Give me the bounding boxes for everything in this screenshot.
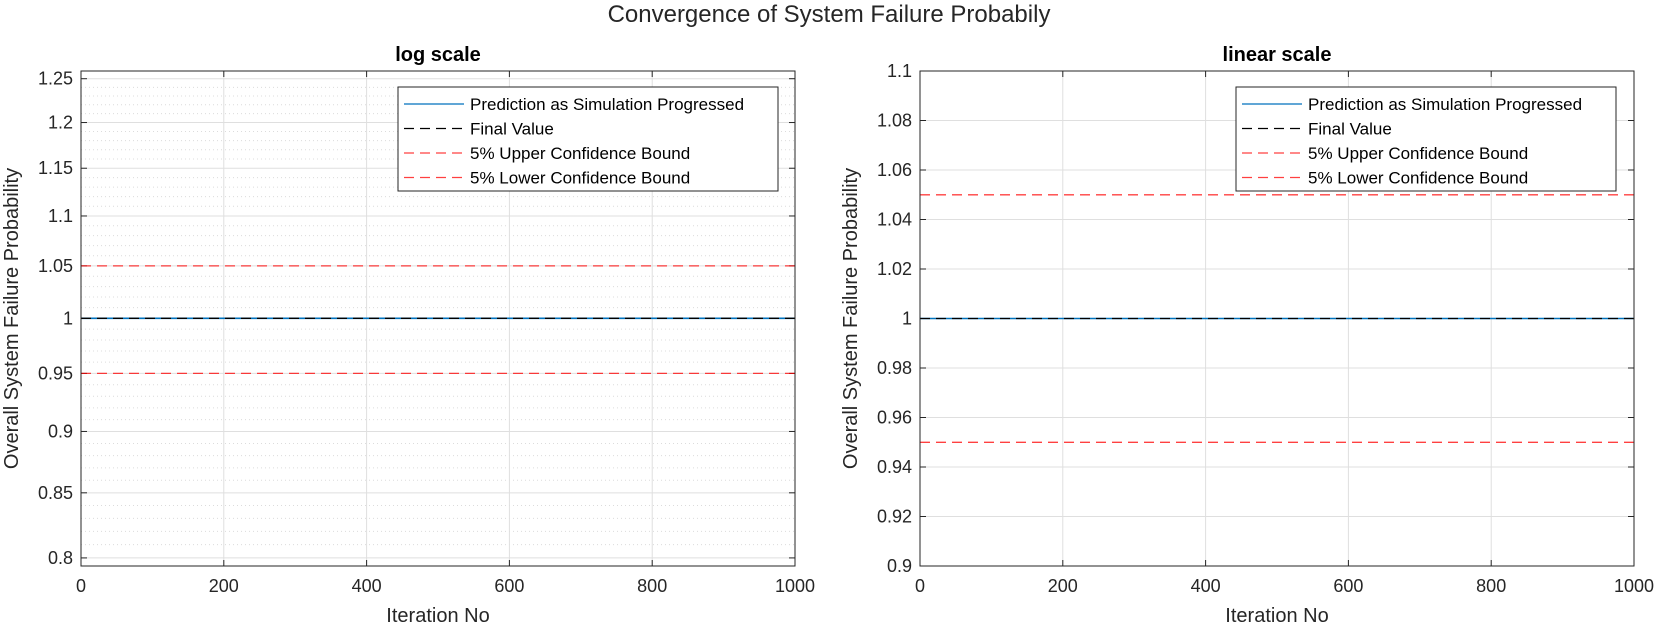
y-tick-label: 0.9 <box>887 556 912 576</box>
x-tick-label: 600 <box>494 576 524 596</box>
y-axis-label: Overall System Failure Probability <box>1 168 23 469</box>
y-tick-label: 1.15 <box>38 158 73 178</box>
axes-frame <box>80 70 796 567</box>
axes-frame <box>919 70 1635 567</box>
y-tick-label: 1 <box>902 309 912 329</box>
x-tick-label: 800 <box>637 576 667 596</box>
x-tick-label: 200 <box>209 576 239 596</box>
x-tick-label: 400 <box>1191 576 1221 596</box>
legend-label: 5% Upper Confidence Bound <box>1308 144 1528 163</box>
legend-box <box>1235 86 1617 192</box>
x-tick-label: 0 <box>76 576 86 596</box>
y-tick-label: 1.2 <box>48 113 73 133</box>
x-tick-label: 600 <box>1333 576 1363 596</box>
y-tick-label: 1.08 <box>877 111 912 131</box>
y-tick-label: 1 <box>63 308 73 328</box>
x-tick-label: 1000 <box>1614 576 1654 596</box>
y-tick-label: 1.02 <box>877 259 912 279</box>
y-tick-label: 0.92 <box>877 507 912 527</box>
x-tick-label: 400 <box>352 576 382 596</box>
x-tick-label: 200 <box>1048 576 1078 596</box>
y-tick-label: 0.8 <box>48 548 73 568</box>
axes-title: linear scale <box>1223 44 1332 66</box>
x-axis-label: Iteration No <box>386 605 489 627</box>
legend-label: Prediction as Simulation Progressed <box>470 95 744 114</box>
y-tick-label: 0.85 <box>38 483 73 503</box>
x-tick-label: 0 <box>915 576 925 596</box>
y-tick-label: 0.9 <box>48 421 73 441</box>
legend-label: 5% Lower Confidence Bound <box>470 169 690 188</box>
y-tick-label: 1.05 <box>38 256 73 276</box>
y-tick-label: 1.1 <box>887 61 912 81</box>
legend-label: 5% Upper Confidence Bound <box>470 144 690 163</box>
x-tick-label: 1000 <box>775 576 815 596</box>
legend-label: Final Value <box>1308 120 1392 139</box>
y-tick-label: 1.25 <box>38 69 73 89</box>
legend: Prediction as Simulation Progressed Final… <box>397 86 779 192</box>
linear-scale-axes: 0.9 0.92 0.94 0.96 0.98 1 1.02 1.04 1.06 1.08 1.1 0… <box>840 44 1654 627</box>
y-tick-label: 0.98 <box>877 358 912 378</box>
y-tick-label: 1.1 <box>48 206 73 226</box>
legend: Prediction as Simulation Progressed Final… <box>1235 86 1617 192</box>
y-tick-label: 0.94 <box>877 457 912 477</box>
legend-label: Prediction as Simulation Progressed <box>1308 95 1582 114</box>
y-tick-label: 1.06 <box>877 160 912 180</box>
axes-title: log scale <box>395 44 481 66</box>
y-axis-label: Overall System Failure Probability <box>840 168 862 469</box>
figure-title: Convergence of System Failure Probabily <box>608 1 1051 28</box>
legend-label: Final Value <box>470 120 554 139</box>
y-tick-label: 1.04 <box>877 210 912 230</box>
x-axis-label: Iteration No <box>1225 605 1328 627</box>
y-tick-label: 0.95 <box>38 363 73 383</box>
legend-label: 5% Lower Confidence Bound <box>1308 169 1528 188</box>
y-tick-label: 0.96 <box>877 408 912 428</box>
x-tick-label: 800 <box>1476 576 1506 596</box>
log-scale-axes: 0.8 0.85 0.9 0.95 1 1.05 1.1 1.15 1.2 1.25 0 200 400… <box>1 44 815 627</box>
